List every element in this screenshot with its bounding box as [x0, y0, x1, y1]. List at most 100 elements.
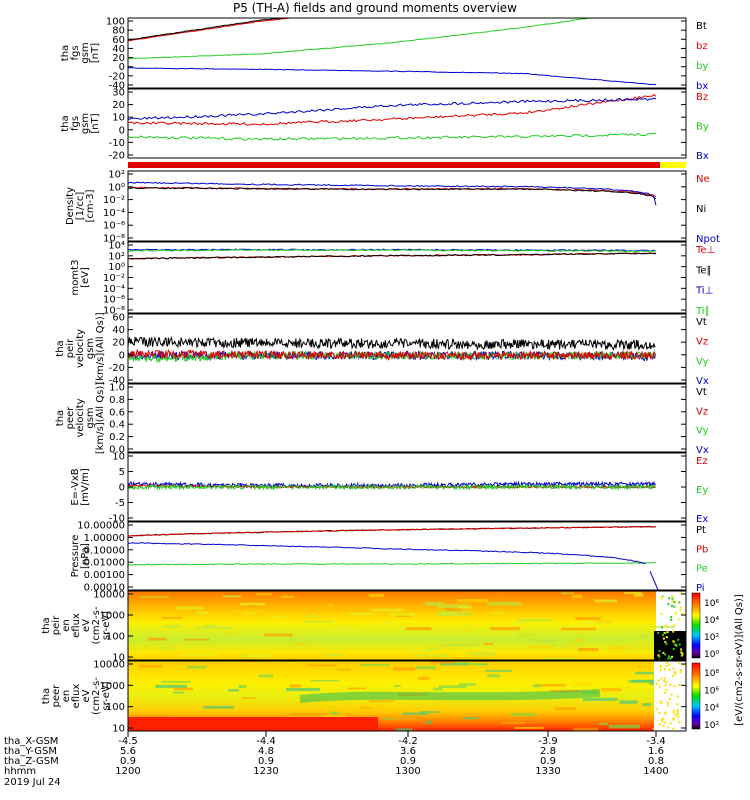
spectrogram-speck	[670, 616, 673, 619]
spectrogram-speck	[682, 664, 685, 667]
legend-label: Te∥	[695, 265, 712, 276]
y-axis-label-line: [mV/m]	[80, 468, 91, 506]
spectrogram-streak	[163, 625, 181, 628]
spectrogram-speck	[676, 708, 679, 711]
spectrogram-streak	[594, 620, 613, 623]
panel-frame	[127, 17, 687, 89]
spectrogram-speck	[661, 634, 664, 637]
spectrogram-streak	[160, 647, 174, 650]
y-axis-label-line: tha	[55, 340, 66, 356]
legend-label: Vz	[696, 337, 708, 348]
colorbar-tick-label: 10⁴	[704, 704, 719, 714]
spectrogram-speck	[664, 684, 667, 687]
spectrogram-speck	[660, 677, 663, 680]
spectrogram-streak	[280, 595, 295, 598]
y-axis-label-line: (cm2-s-	[91, 677, 102, 715]
y-tick-label: 10⁻⁴	[103, 208, 125, 219]
spectrogram-speck	[677, 715, 680, 718]
x-tick-label: 1330	[535, 766, 560, 777]
spectrogram-speck	[672, 709, 675, 712]
spectrogram-streak	[582, 697, 618, 701]
spectrogram-streak	[320, 703, 338, 705]
spectrogram-speck	[658, 711, 661, 714]
spectrogram-speck	[658, 723, 661, 726]
spectrogram-streak	[414, 654, 450, 657]
spectrogram-streak	[625, 650, 661, 653]
spectrogram-speck	[669, 658, 672, 660]
spectrogram-speck	[664, 653, 667, 656]
y-axis-label-line: eV	[81, 689, 92, 702]
spectrogram-speck	[658, 685, 661, 688]
panel-plot-area	[128, 591, 686, 660]
spectrogram-speck	[671, 655, 674, 658]
spectrogram-streak	[439, 662, 470, 666]
spectrogram-streak	[458, 663, 489, 665]
spectrogram-speck	[667, 726, 670, 729]
spectrogram-speck	[660, 597, 663, 600]
spectrogram-green-band	[299, 689, 601, 703]
legend-label: Ey	[696, 485, 708, 496]
y-tick-label: 0.01000	[84, 558, 125, 569]
y-axis-label-line: [nT]	[90, 43, 101, 63]
spectrogram-speck	[666, 661, 669, 664]
spectrogram-streak	[438, 613, 462, 616]
legend-label: Ti∥	[695, 306, 710, 317]
series-bx	[128, 67, 657, 86]
spectrogram-speck	[667, 603, 670, 606]
x-axis-date: 2019 Jul 24	[4, 777, 61, 788]
panel-frame	[127, 383, 687, 453]
x-axis-row-label: tha_Z-GSM	[4, 756, 59, 767]
y-tick-label: 1.00000	[84, 533, 125, 544]
y-tick-label: 80	[112, 26, 125, 37]
spectrogram-streak	[633, 593, 644, 597]
legend-label: Pb	[696, 544, 708, 555]
spectrogram-speck	[679, 671, 682, 674]
spectrogram-streak	[161, 617, 183, 619]
spectrogram-streak	[619, 686, 632, 690]
spectrogram-streak	[635, 642, 658, 645]
panel-plot-area	[128, 93, 657, 141]
series-Te∥	[128, 252, 657, 260]
spectrogram-speck	[658, 649, 661, 652]
legend-label: Vz	[696, 406, 708, 417]
panel-plot-area	[128, 661, 686, 731]
spectrogram-streak	[291, 713, 327, 716]
spectrogram-speck	[663, 631, 666, 634]
spectrogram-streak	[555, 707, 577, 711]
spectrogram-speck	[670, 693, 673, 696]
spectrogram-streak	[420, 711, 440, 713]
y-tick-label: 1000	[100, 681, 125, 692]
colorbar	[691, 592, 701, 659]
spectrogram-streak	[532, 684, 541, 688]
spectrogram-streak	[155, 684, 187, 689]
spectrogram-speck	[661, 720, 664, 723]
quality-bar-yellow	[660, 162, 686, 168]
y-tick-label: 60	[112, 35, 125, 46]
spectrogram-streak	[433, 687, 443, 691]
y-tick-label: -20	[109, 71, 125, 82]
x-tick-label: 4.8	[258, 746, 274, 757]
spectrogram-streak	[540, 640, 556, 644]
spectrogram-speck	[680, 655, 683, 658]
spectrogram-speck	[660, 626, 663, 629]
spectrogram-streak	[572, 594, 583, 599]
series-Bz	[128, 93, 657, 126]
y-tick-label: 20	[112, 100, 125, 111]
spectrogram-speck	[665, 636, 668, 639]
spectrogram-streak	[307, 664, 337, 667]
spectrogram-streak	[619, 700, 638, 704]
spectrogram-streak	[428, 706, 446, 709]
spectrogram-streak	[264, 633, 293, 637]
y-tick-label: -10	[109, 138, 125, 149]
spectrogram-streak	[284, 662, 298, 666]
spectrogram-streak	[551, 643, 565, 647]
spectrogram-streak	[173, 691, 185, 694]
x-tick-label: -4.4	[256, 736, 276, 747]
panel-peer-spec: 10000 1000 100 10 tha peer en eflux eV (cm2-s-sr-…	[41, 660, 719, 735]
spectrogram-speck	[664, 711, 667, 714]
y-tick-label: 0.10000	[84, 545, 125, 556]
spectrogram-streak	[347, 687, 366, 690]
legend-label: Pi	[696, 583, 705, 594]
spectrogram-streak	[608, 724, 641, 729]
